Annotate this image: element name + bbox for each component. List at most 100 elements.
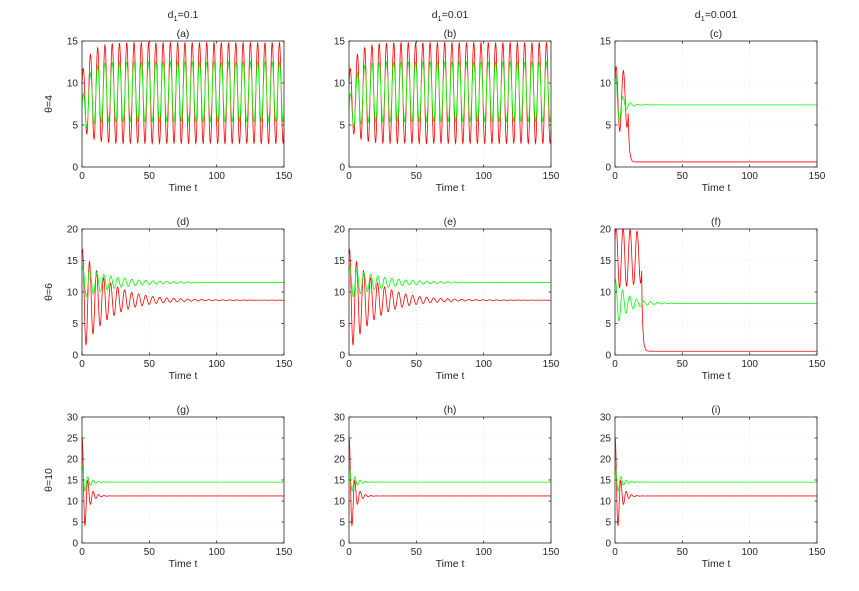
x-tick-label: 50 <box>144 171 156 182</box>
x-tick-label: 50 <box>411 547 423 558</box>
row-label-2: θ=6 <box>43 283 55 301</box>
y-tick-label: 0 <box>605 163 611 174</box>
column-header-prefix: d <box>168 9 174 21</box>
x-tick-label: 50 <box>677 359 689 370</box>
series-line-red <box>614 65 817 163</box>
panel-f: 0 50 100 150 0 5 10 15 20 (f) Time t <box>600 216 826 382</box>
y-tick-label: 5 <box>339 121 345 132</box>
column-header-3: d1=0.001 <box>695 9 738 23</box>
y-tick-label: 10 <box>334 288 346 299</box>
panel-h: 0 50 100 150 0 5 10 15 20 25 30 (h) Time t <box>334 404 560 570</box>
series-line-red <box>348 248 552 346</box>
y-tick-label: 0 <box>339 163 345 174</box>
y-tick-label: 15 <box>600 476 612 487</box>
x-tick-label: 0 <box>79 171 85 182</box>
x-tick-label: 100 <box>208 547 225 558</box>
y-tick-label: 25 <box>334 434 346 445</box>
panel-title: (b) <box>444 28 457 40</box>
x-tick-label: 0 <box>346 359 352 370</box>
x-axis-label: Time t <box>169 182 198 194</box>
y-tick-label: 0 <box>72 351 78 362</box>
series-line-red <box>614 438 817 527</box>
y-tick-label: 15 <box>600 37 612 48</box>
panel-title: (f) <box>711 216 721 228</box>
axes-box <box>348 40 552 168</box>
y-tick-label: 15 <box>67 476 79 487</box>
panel-e: 0 50 100 150 0 5 10 15 20 (e) Time t <box>334 216 560 382</box>
x-tick-label: 0 <box>346 171 352 182</box>
x-tick-label: 50 <box>677 547 689 558</box>
panel-title: (a) <box>177 28 190 40</box>
series-line-green <box>614 278 817 322</box>
x-tick-label: 150 <box>276 359 293 370</box>
x-tick-label: 150 <box>809 547 826 558</box>
series-line-red <box>81 438 284 527</box>
row-label-1: θ=4 <box>43 95 55 113</box>
x-axis-label: Time t <box>436 182 465 194</box>
panel-c: 0 50 100 150 0 5 10 15 (c) Time t <box>600 28 826 194</box>
series-line-green <box>348 466 551 492</box>
y-tick-label: 5 <box>605 319 611 330</box>
column-header-prefix: d <box>432 9 438 21</box>
panel-title: (h) <box>444 404 457 416</box>
x-axis-label: Time t <box>169 558 198 570</box>
y-tick-label: 10 <box>67 497 79 508</box>
row-label-3: θ=10 <box>43 468 55 492</box>
y-tick-label: 20 <box>334 455 346 466</box>
y-tick-label: 0 <box>72 539 78 550</box>
panel-b: 0 50 100 150 0 5 10 15 (b) Time t <box>334 28 560 194</box>
axes-box <box>81 40 285 168</box>
column-header-2: d1=0.01 <box>432 9 469 23</box>
y-tick-label: 20 <box>600 455 612 466</box>
x-tick-label: 50 <box>411 359 423 370</box>
y-tick-label: 0 <box>605 539 611 550</box>
y-tick-label: 15 <box>67 256 79 267</box>
x-tick-label: 100 <box>208 171 225 182</box>
y-tick-label: 30 <box>600 413 612 424</box>
x-tick-label: 100 <box>475 171 492 182</box>
y-tick-label: 25 <box>67 434 79 445</box>
x-tick-label: 50 <box>411 171 423 182</box>
x-tick-label: 0 <box>612 171 618 182</box>
series-line-red <box>614 228 817 352</box>
x-axis-label: Time t <box>169 370 198 382</box>
panel-i: 0 50 100 150 0 5 10 15 20 25 30 (i) Time t <box>600 404 826 570</box>
x-tick-label: 100 <box>208 359 225 370</box>
y-tick-label: 20 <box>334 225 346 236</box>
x-tick-label: 0 <box>79 547 85 558</box>
y-tick-label: 5 <box>72 121 78 132</box>
panel-title: (e) <box>444 216 457 228</box>
x-tick-label: 0 <box>346 547 352 558</box>
y-tick-label: 10 <box>67 288 79 299</box>
y-tick-label: 0 <box>339 351 345 362</box>
panel-title: (c) <box>710 28 722 40</box>
panel-title: (d) <box>177 216 190 228</box>
x-axis-label: Time t <box>702 558 731 570</box>
x-axis-label: Time t <box>702 182 731 194</box>
series-line-green <box>348 60 552 129</box>
x-tick-label: 100 <box>741 547 758 558</box>
series-line-green <box>81 266 285 298</box>
column-header-subscript: 1 <box>173 14 177 23</box>
column-header-value: =0.1 <box>178 9 199 21</box>
y-tick-label: 10 <box>334 79 346 90</box>
y-tick-label: 15 <box>334 256 346 267</box>
y-tick-label: 5 <box>339 319 345 330</box>
y-tick-label: 10 <box>600 79 612 90</box>
x-axis-label: Time t <box>702 370 731 382</box>
panel-title: (i) <box>711 404 720 416</box>
y-tick-label: 5 <box>72 518 78 529</box>
panel-d: 0 50 100 150 0 5 10 15 20 (d) Time t <box>67 216 293 382</box>
y-tick-label: 10 <box>600 288 612 299</box>
panel-g: 0 50 100 150 0 5 10 15 20 25 30 (g) Time t <box>67 404 293 570</box>
y-tick-label: 5 <box>605 121 611 132</box>
y-tick-label: 30 <box>334 413 346 424</box>
column-header-prefix: d <box>695 9 701 21</box>
column-header-subscript: 1 <box>701 14 705 23</box>
y-tick-label: 5 <box>339 518 345 529</box>
y-tick-label: 15 <box>600 256 612 267</box>
y-tick-label: 25 <box>600 434 612 445</box>
x-tick-label: 100 <box>741 359 758 370</box>
